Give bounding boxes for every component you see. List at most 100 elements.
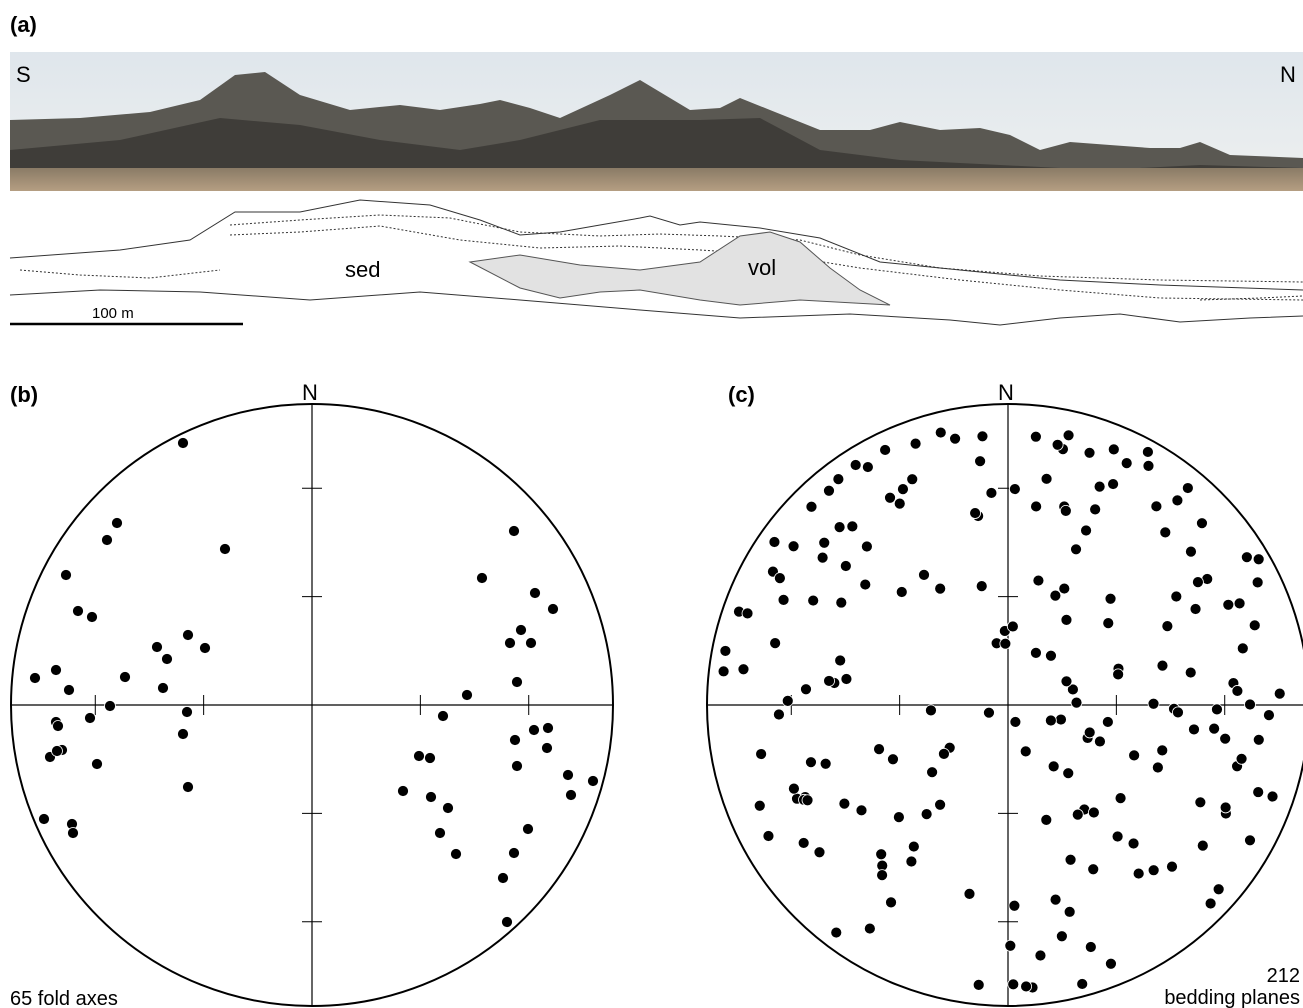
point [1030,431,1041,442]
point [1232,685,1243,696]
point [1245,699,1256,710]
sketch [10,200,1303,325]
point [51,665,62,676]
point [398,786,409,797]
point [1172,495,1183,506]
point [1071,697,1082,708]
point [512,677,523,688]
point [1061,614,1072,625]
point [1033,575,1044,586]
point [1041,814,1052,825]
point [1030,647,1041,658]
point [1142,446,1153,457]
point [1010,716,1021,727]
point [530,588,541,599]
point [1061,676,1072,687]
point [935,427,946,438]
point [778,594,789,605]
point [720,645,731,656]
point [910,438,921,449]
point [510,735,521,746]
point [220,544,231,555]
point [1055,714,1066,725]
point [831,927,842,938]
point [908,841,919,852]
point [438,711,449,722]
point [935,583,946,594]
point [1063,768,1074,779]
point [502,917,513,928]
point [39,814,50,825]
point [921,809,932,820]
point [861,541,872,552]
point [1085,942,1096,953]
point [823,485,834,496]
point [1121,458,1132,469]
point [1196,518,1207,529]
point [798,837,809,848]
point [1157,745,1168,756]
point [973,979,984,990]
point [183,782,194,793]
point [841,673,852,684]
point [1050,590,1061,601]
point [970,508,981,519]
point [1188,724,1199,735]
point [738,664,749,675]
point [1167,861,1178,872]
point [1041,473,1052,484]
point [1172,707,1183,718]
point [1220,802,1231,813]
point [774,573,785,584]
north-label: N [302,380,318,405]
point [1072,809,1083,820]
panel-label: (c) [728,382,755,407]
point [1253,734,1264,745]
point [1182,483,1193,494]
point [1088,864,1099,875]
point [509,526,520,537]
point [1052,439,1063,450]
point [1000,638,1011,649]
point [162,654,173,665]
point [1128,838,1139,849]
point [526,638,537,649]
point [885,492,896,503]
point [769,536,780,547]
point [977,431,988,442]
point [1009,900,1020,911]
point [887,754,898,765]
photo [10,52,1303,191]
point [886,897,897,908]
point [1249,620,1260,631]
point [505,638,516,649]
point [1244,835,1255,846]
point [105,701,116,712]
point [158,683,169,694]
point [782,695,793,706]
point [529,725,540,736]
scale-bar-label: 100 m [92,305,134,322]
point [183,630,194,641]
point [1252,577,1263,588]
point [1263,710,1274,721]
point [907,474,918,485]
point [1192,577,1203,588]
point [1148,865,1159,876]
point [1108,444,1119,455]
point [1171,591,1182,602]
stereonet [11,404,613,1006]
point [462,690,473,701]
point [1063,430,1074,441]
point [1220,733,1231,744]
point [927,767,938,778]
point [847,521,858,532]
point [808,595,819,606]
point [509,848,520,859]
point [773,709,784,720]
point [523,824,534,835]
point [1241,552,1252,563]
point [1234,598,1245,609]
point [806,501,817,512]
point [1185,546,1196,557]
